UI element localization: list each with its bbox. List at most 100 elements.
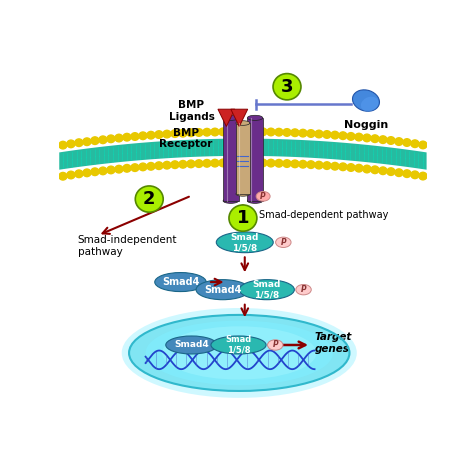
Ellipse shape (223, 198, 238, 203)
Circle shape (323, 162, 331, 169)
Ellipse shape (236, 121, 250, 125)
Circle shape (283, 129, 291, 136)
Ellipse shape (166, 336, 217, 354)
Circle shape (91, 137, 99, 145)
Text: Target
genes: Target genes (315, 332, 352, 354)
Circle shape (339, 132, 347, 140)
Circle shape (315, 130, 323, 138)
Polygon shape (223, 118, 238, 201)
Text: Smad4: Smad4 (162, 277, 199, 287)
Circle shape (219, 128, 227, 136)
Circle shape (203, 128, 211, 136)
Ellipse shape (129, 315, 349, 391)
Circle shape (139, 132, 147, 140)
Circle shape (227, 128, 235, 136)
Circle shape (195, 160, 203, 167)
Ellipse shape (196, 280, 249, 299)
Circle shape (395, 169, 403, 176)
Circle shape (331, 131, 339, 139)
Circle shape (83, 138, 91, 145)
Circle shape (371, 166, 379, 174)
Ellipse shape (247, 115, 263, 120)
Circle shape (259, 159, 267, 167)
Circle shape (99, 167, 107, 175)
Circle shape (171, 161, 179, 168)
Circle shape (331, 163, 339, 170)
Circle shape (363, 134, 371, 142)
Circle shape (379, 136, 387, 143)
Ellipse shape (361, 97, 378, 111)
Ellipse shape (216, 232, 273, 253)
Polygon shape (59, 139, 427, 170)
Circle shape (283, 160, 291, 167)
Text: 1: 1 (237, 209, 249, 227)
Circle shape (155, 162, 163, 169)
Circle shape (307, 130, 315, 137)
Circle shape (355, 164, 363, 172)
Circle shape (363, 165, 371, 173)
Text: 3: 3 (281, 78, 293, 96)
Text: Smad
1/5/8: Smad 1/5/8 (230, 233, 259, 252)
Text: BMP
Ligands: BMP Ligands (169, 100, 214, 122)
Circle shape (115, 165, 123, 173)
Circle shape (307, 161, 315, 168)
Ellipse shape (211, 336, 266, 354)
Circle shape (67, 140, 75, 148)
Text: P: P (301, 285, 306, 294)
Text: BMP
Receptor: BMP Receptor (159, 128, 213, 150)
Circle shape (275, 128, 283, 136)
Circle shape (275, 159, 283, 167)
Circle shape (387, 136, 395, 144)
Text: 2: 2 (143, 190, 155, 208)
Circle shape (155, 131, 163, 138)
Polygon shape (218, 109, 235, 127)
Circle shape (219, 159, 227, 167)
Circle shape (135, 186, 163, 212)
Circle shape (195, 129, 203, 136)
Circle shape (387, 168, 395, 176)
Circle shape (179, 129, 187, 137)
Circle shape (267, 159, 275, 167)
Circle shape (259, 128, 267, 136)
Text: Smad-dependent pathway: Smad-dependent pathway (259, 210, 389, 220)
Text: Smad
1/5/8: Smad 1/5/8 (226, 335, 252, 355)
Circle shape (371, 135, 379, 142)
Ellipse shape (155, 273, 206, 291)
Circle shape (419, 172, 427, 180)
Text: Smad4: Smad4 (204, 285, 241, 295)
Circle shape (147, 132, 155, 139)
Ellipse shape (267, 340, 283, 350)
Circle shape (203, 159, 211, 167)
Text: Smad-independent
pathway: Smad-independent pathway (78, 235, 177, 256)
Circle shape (59, 172, 67, 180)
Circle shape (315, 161, 323, 169)
Circle shape (243, 159, 251, 167)
Circle shape (235, 159, 243, 167)
Text: Smad
1/5/8: Smad 1/5/8 (253, 280, 281, 299)
Text: Noggin: Noggin (344, 119, 388, 130)
Circle shape (67, 171, 75, 179)
Circle shape (91, 168, 99, 176)
Ellipse shape (256, 191, 270, 201)
Circle shape (299, 160, 307, 168)
Polygon shape (231, 109, 248, 127)
Ellipse shape (162, 326, 317, 379)
Ellipse shape (296, 285, 311, 295)
Circle shape (323, 131, 331, 138)
Circle shape (123, 133, 131, 141)
Circle shape (411, 171, 419, 179)
Circle shape (403, 170, 411, 177)
Circle shape (251, 128, 259, 136)
Circle shape (411, 140, 419, 148)
Ellipse shape (239, 280, 294, 299)
Circle shape (339, 163, 347, 171)
Circle shape (163, 161, 171, 169)
Circle shape (211, 128, 219, 136)
Circle shape (59, 141, 67, 149)
Circle shape (403, 139, 411, 146)
Circle shape (187, 129, 195, 136)
Circle shape (163, 130, 171, 138)
Text: Smad4: Smad4 (174, 340, 209, 349)
Text: P: P (260, 192, 266, 201)
Circle shape (107, 166, 115, 174)
